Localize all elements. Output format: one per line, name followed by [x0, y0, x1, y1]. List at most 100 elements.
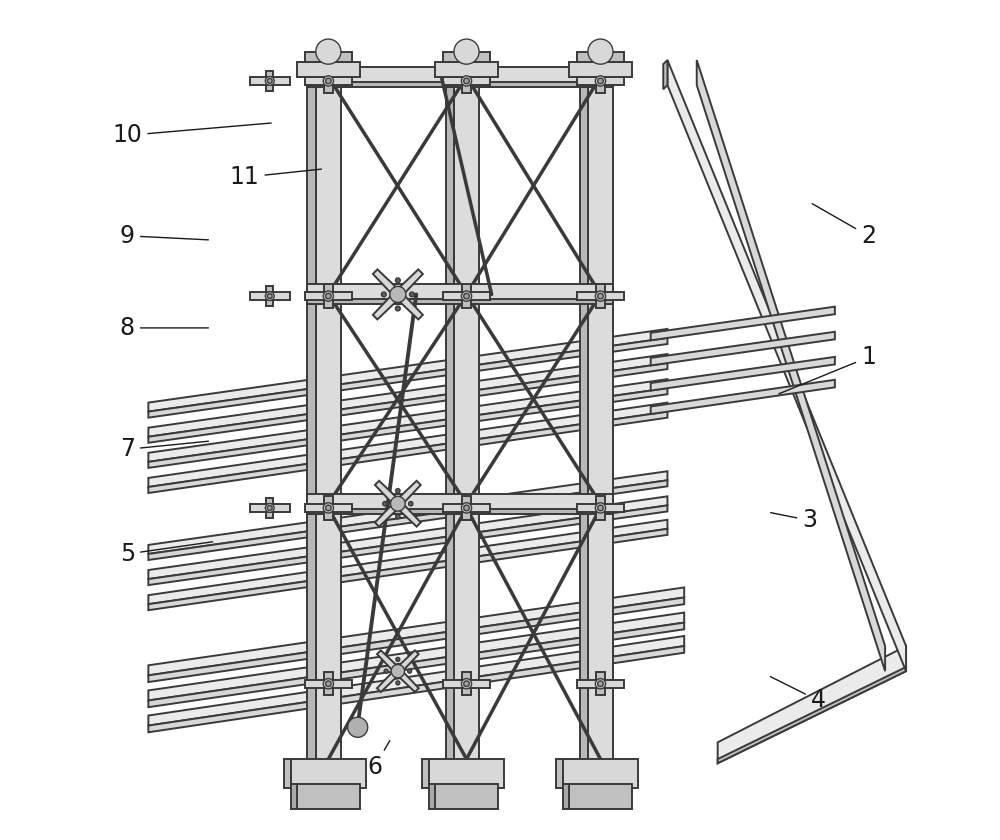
Circle shape	[396, 489, 400, 493]
Circle shape	[461, 291, 472, 302]
Bar	[577, 680, 624, 688]
Bar	[305, 680, 352, 688]
Polygon shape	[148, 388, 667, 468]
Bar	[297, 61, 360, 76]
Bar	[250, 504, 290, 512]
Circle shape	[595, 76, 606, 86]
Circle shape	[384, 669, 388, 673]
Bar	[596, 496, 605, 520]
Circle shape	[595, 503, 606, 513]
Text: 5: 5	[120, 542, 213, 566]
Circle shape	[396, 514, 400, 519]
Bar	[569, 785, 632, 809]
Circle shape	[396, 658, 400, 661]
Polygon shape	[718, 667, 906, 764]
Polygon shape	[148, 646, 684, 732]
Bar	[305, 504, 352, 512]
Polygon shape	[651, 380, 835, 414]
Circle shape	[265, 76, 274, 86]
Polygon shape	[148, 471, 667, 554]
Circle shape	[598, 293, 603, 299]
Bar	[556, 759, 563, 789]
Polygon shape	[667, 60, 906, 671]
Circle shape	[464, 293, 469, 299]
Text: 8: 8	[120, 316, 208, 340]
Circle shape	[390, 496, 405, 511]
Bar	[307, 299, 613, 304]
Circle shape	[461, 679, 472, 689]
Text: 1: 1	[779, 345, 876, 394]
Polygon shape	[148, 597, 684, 682]
Bar	[250, 292, 290, 300]
Polygon shape	[395, 669, 419, 692]
Bar	[324, 69, 333, 92]
Polygon shape	[395, 650, 419, 674]
Circle shape	[391, 664, 405, 678]
Circle shape	[383, 501, 387, 506]
Circle shape	[461, 503, 472, 513]
Circle shape	[461, 76, 472, 86]
Bar	[316, 76, 341, 764]
Circle shape	[267, 78, 272, 83]
Text: 7: 7	[120, 438, 208, 461]
Bar	[577, 291, 624, 301]
Circle shape	[396, 681, 400, 685]
Polygon shape	[148, 329, 667, 412]
Polygon shape	[395, 501, 421, 527]
Polygon shape	[148, 402, 667, 487]
Polygon shape	[651, 307, 835, 340]
Circle shape	[595, 291, 606, 302]
Polygon shape	[718, 646, 906, 764]
Polygon shape	[373, 291, 401, 319]
Polygon shape	[148, 412, 667, 493]
Bar	[443, 76, 490, 85]
Bar	[429, 785, 435, 809]
Bar	[284, 759, 291, 789]
Bar	[596, 69, 605, 92]
Circle shape	[267, 506, 272, 511]
Text: 3: 3	[771, 508, 817, 533]
Circle shape	[598, 78, 603, 84]
Bar	[435, 61, 498, 76]
Text: 10: 10	[112, 123, 271, 147]
Polygon shape	[148, 520, 667, 604]
Polygon shape	[148, 529, 667, 610]
Circle shape	[395, 306, 400, 311]
Bar	[291, 759, 366, 789]
Bar	[569, 61, 632, 76]
Circle shape	[464, 78, 469, 84]
Circle shape	[348, 717, 368, 738]
Polygon shape	[395, 291, 423, 319]
Bar	[324, 285, 333, 307]
Bar	[563, 759, 638, 789]
Circle shape	[323, 291, 334, 302]
Circle shape	[595, 679, 606, 689]
Bar	[577, 51, 624, 61]
Polygon shape	[375, 480, 400, 507]
Bar	[596, 285, 605, 307]
Circle shape	[323, 679, 334, 689]
Text: 4: 4	[770, 676, 826, 712]
Polygon shape	[148, 612, 684, 701]
Polygon shape	[148, 480, 667, 560]
Bar	[588, 76, 613, 764]
Circle shape	[588, 39, 613, 64]
Bar	[462, 496, 471, 520]
Circle shape	[464, 505, 469, 511]
Circle shape	[265, 503, 274, 512]
Bar	[435, 785, 498, 809]
Bar	[250, 77, 290, 85]
Polygon shape	[395, 480, 421, 507]
Bar	[422, 759, 429, 789]
Polygon shape	[697, 60, 885, 671]
Bar	[580, 76, 588, 764]
Circle shape	[326, 681, 331, 686]
Bar	[307, 494, 613, 514]
Bar	[307, 509, 613, 514]
Bar	[462, 285, 471, 307]
Circle shape	[326, 78, 331, 84]
Bar	[443, 504, 490, 512]
Bar	[443, 291, 490, 301]
Polygon shape	[377, 669, 400, 692]
Circle shape	[464, 681, 469, 686]
